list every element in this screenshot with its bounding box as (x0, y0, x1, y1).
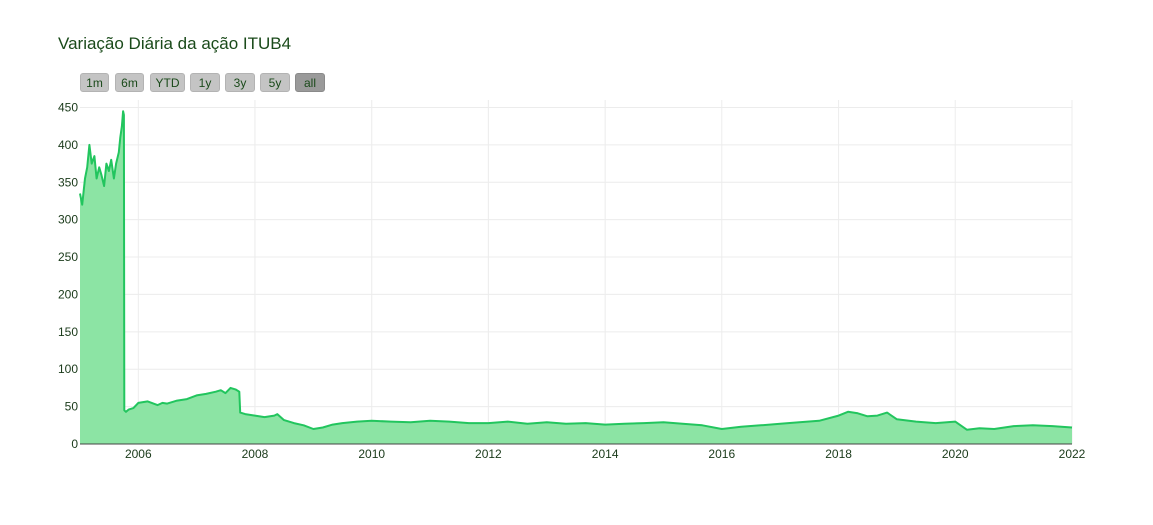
y-tick-label: 300 (58, 213, 78, 227)
axes: 0 50 100 150 200 250 300 350 400 450 2006 2008 2010 2… (58, 100, 1086, 461)
x-tick-label: 2016 (708, 447, 735, 461)
series-area (79, 110, 1073, 444)
grid-lines (80, 100, 1073, 444)
range-button-all[interactable]: all (295, 73, 325, 92)
y-tick-label: 200 (58, 287, 78, 301)
x-tick-label: 2010 (358, 447, 385, 461)
chart-title: Variação Diária da ação ITUB4 (58, 34, 292, 53)
y-tick-label: 150 (58, 325, 78, 339)
y-tick-label: 250 (58, 250, 78, 264)
y-tick-label: 350 (58, 175, 78, 189)
y-tick-label: 450 (58, 100, 78, 114)
range-button-ytd[interactable]: YTD (150, 73, 185, 92)
series-area-fill (80, 111, 1072, 444)
y-tick-label: 400 (58, 138, 78, 152)
range-button-5y[interactable]: 5y (260, 73, 290, 92)
series-line (79, 110, 1073, 431)
x-tick-label: 2006 (125, 447, 152, 461)
x-tick-label: 2018 (825, 447, 852, 461)
range-button-1m[interactable]: 1m (80, 73, 109, 92)
x-tick-label: 2012 (475, 447, 502, 461)
x-tick-label: 2008 (242, 447, 269, 461)
range-button-6m[interactable]: 6m (115, 73, 144, 92)
x-tick-label: 2020 (942, 447, 969, 461)
y-tick-label: 0 (71, 437, 78, 451)
x-tick-label: 2022 (1059, 447, 1086, 461)
range-button-1y[interactable]: 1y (190, 73, 220, 92)
range-button-3y[interactable]: 3y (225, 73, 255, 92)
y-tick-label: 50 (65, 400, 79, 414)
x-tick-label: 2014 (592, 447, 619, 461)
y-tick-label: 100 (58, 362, 78, 376)
